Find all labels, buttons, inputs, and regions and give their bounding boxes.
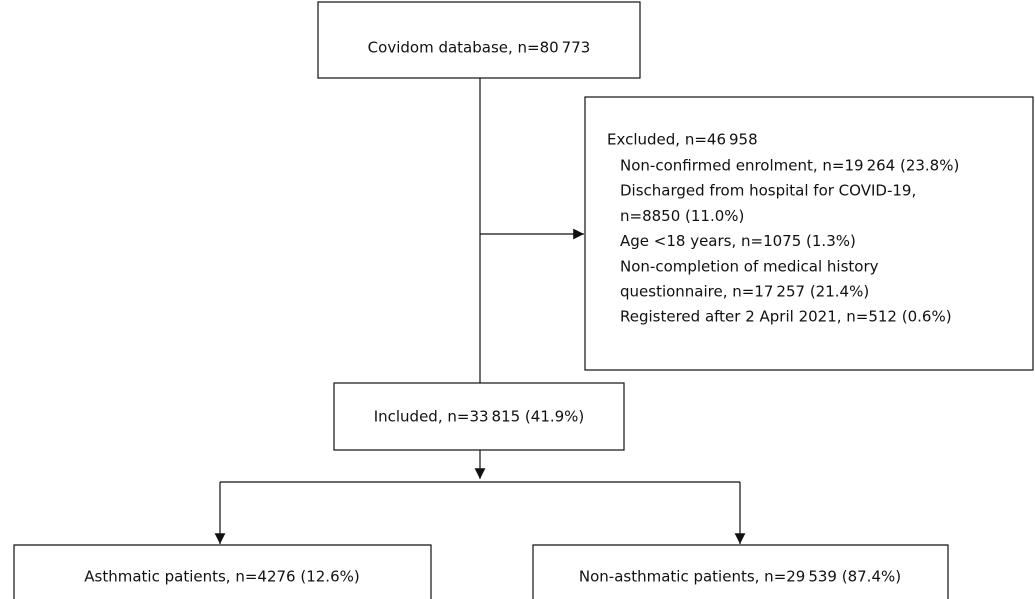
excluded-reason: questionnaire, n=17 257 (21.4%) — [620, 283, 869, 301]
excluded-reason: Age <18 years, n=1075 (1.3%) — [620, 232, 856, 250]
excluded-reason: Non-completion of medical history — [620, 257, 879, 275]
asthmatic-box — [13, 544, 432, 599]
excluded-title: Excluded, n=46 958 — [607, 131, 758, 149]
non-asthmatic-label: Non-asthmatic patients, n=29 539 (87.4%) — [579, 568, 901, 586]
excluded-lines: Non-confirmed enrolment, n=19 264 (23.8%… — [620, 157, 959, 326]
asthmatic-label: Asthmatic patients, n=4276 (12.6%) — [84, 568, 359, 586]
database-label: Covidom database, n=80 773 — [368, 39, 591, 57]
included-label: Included, n=33 815 (41.9%) — [374, 408, 585, 426]
excluded-reason: Non-confirmed enrolment, n=19 264 (23.8%… — [620, 157, 959, 175]
excluded-reason: n=8850 (11.0%) — [620, 207, 744, 225]
excluded-reason: Registered after 2 April 2021, n=512 (0.… — [620, 308, 952, 326]
non-asthmatic-box — [532, 544, 949, 599]
excluded-box — [584, 96, 1034, 371]
included-box — [333, 382, 625, 451]
excluded-reason: Discharged from hospital for COVID-19, — [620, 182, 916, 200]
database-box — [317, 1, 641, 79]
